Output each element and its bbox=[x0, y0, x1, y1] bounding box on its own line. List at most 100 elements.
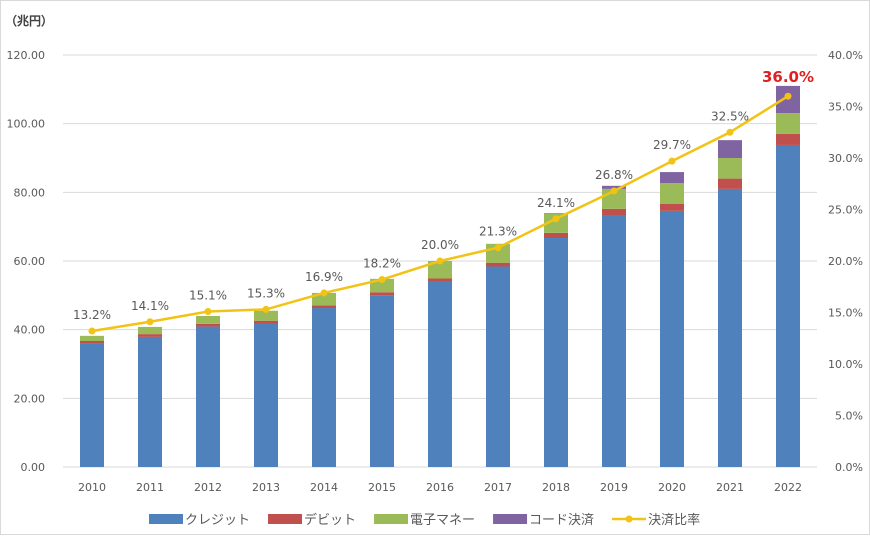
bar-segment bbox=[660, 172, 684, 184]
bar-segment bbox=[138, 336, 162, 467]
y-right-tick-label: 40.0% bbox=[828, 49, 863, 62]
bar-segment bbox=[544, 237, 568, 467]
x-tick-label: 2022 bbox=[774, 481, 802, 494]
bar-segment bbox=[544, 213, 568, 214]
x-tick-label: 2011 bbox=[136, 481, 164, 494]
legend-label: 電子マネー bbox=[410, 513, 475, 528]
bar-segment bbox=[602, 214, 626, 467]
ratio-point bbox=[668, 157, 676, 165]
legend-swatch bbox=[374, 514, 409, 524]
ratio-point bbox=[494, 244, 502, 252]
bar-segment bbox=[254, 310, 278, 321]
bar-segment bbox=[718, 188, 742, 467]
bar-segment bbox=[544, 213, 568, 233]
bar-segment bbox=[370, 295, 394, 467]
bar-segment bbox=[254, 323, 278, 467]
y-left-tick-label: 80.00 bbox=[14, 186, 46, 199]
bar-segment bbox=[602, 208, 626, 215]
bar-segment bbox=[312, 305, 336, 309]
bar-segment bbox=[660, 210, 684, 467]
ratio-data-label: 21.3% bbox=[479, 225, 517, 239]
ratio-point bbox=[320, 289, 328, 297]
bar-segment bbox=[80, 335, 104, 341]
ratio-data-label: 13.2% bbox=[73, 308, 111, 322]
y-right-tick-label: 35.0% bbox=[828, 101, 863, 114]
legend-label: 決済比率 bbox=[648, 512, 700, 528]
x-tick-label: 2019 bbox=[600, 481, 628, 494]
ratio-data-label: 36.0% bbox=[762, 68, 814, 86]
bar-segment bbox=[776, 113, 800, 134]
legend-swatch bbox=[493, 514, 528, 524]
bar-segment bbox=[602, 185, 626, 189]
ratio-data-label: 32.5% bbox=[711, 109, 749, 123]
ratio-data-label: 15.1% bbox=[189, 288, 227, 302]
x-tick-label: 2021 bbox=[716, 481, 744, 494]
bar-segment bbox=[138, 326, 162, 335]
ratio-point bbox=[146, 318, 154, 326]
bar-segment bbox=[312, 292, 336, 306]
y-right-tick-label: 25.0% bbox=[828, 204, 863, 217]
x-tick-label: 2013 bbox=[252, 481, 280, 494]
ratio-point bbox=[378, 276, 386, 284]
bar-segment bbox=[660, 183, 684, 205]
bar-segment bbox=[138, 334, 162, 337]
ratio-point bbox=[610, 187, 618, 195]
x-tick-label: 2016 bbox=[426, 481, 454, 494]
ratio-data-label: 15.3% bbox=[247, 286, 285, 300]
y-right-tick-label: 5.0% bbox=[835, 410, 863, 423]
x-tick-label: 2015 bbox=[368, 481, 396, 494]
legend-swatch bbox=[268, 514, 303, 524]
y-unit-label: （兆円） bbox=[5, 13, 53, 28]
bar-segment bbox=[428, 261, 452, 279]
y-left-tick-label: 100.00 bbox=[7, 118, 46, 131]
y-left-tick-label: 40.00 bbox=[14, 324, 46, 337]
ratio-point bbox=[262, 305, 270, 313]
x-tick-label: 2017 bbox=[484, 481, 512, 494]
bar-segment bbox=[486, 262, 510, 267]
bar-segment bbox=[254, 320, 278, 324]
ratio-point bbox=[726, 128, 734, 136]
ratio-data-label: 18.2% bbox=[363, 257, 401, 271]
ratio-data-label: 29.7% bbox=[653, 138, 691, 152]
y-left-tick-label: 20.00 bbox=[14, 392, 46, 405]
legend-label: コード決済 bbox=[529, 512, 594, 528]
legend-label: デビット bbox=[304, 512, 356, 528]
x-tick-label: 2010 bbox=[78, 481, 106, 494]
bar-segment bbox=[80, 340, 104, 344]
bar-segment bbox=[312, 308, 336, 467]
y-right-tick-label: 20.0% bbox=[828, 255, 863, 268]
bar-segment bbox=[718, 178, 742, 189]
ratio-data-label: 26.8% bbox=[595, 168, 633, 182]
ratio-point bbox=[204, 307, 212, 315]
ratio-point bbox=[436, 257, 444, 265]
y-left-tick-label: 60.00 bbox=[14, 255, 46, 268]
x-tick-label: 2014 bbox=[310, 481, 338, 494]
bar-segment bbox=[370, 292, 394, 296]
bar-segment bbox=[428, 278, 452, 282]
y-left-tick-label: 120.00 bbox=[7, 49, 46, 62]
x-tick-label: 2018 bbox=[542, 481, 570, 494]
bar-segment bbox=[80, 343, 104, 467]
bar-segment bbox=[776, 133, 800, 145]
ratio-data-label: 20.0% bbox=[421, 238, 459, 252]
ratio-point bbox=[88, 327, 96, 335]
y-right-tick-label: 30.0% bbox=[828, 152, 863, 165]
bar-segment bbox=[660, 204, 684, 211]
ratio-point bbox=[552, 215, 560, 223]
bar-segment bbox=[196, 315, 220, 324]
legend-label: クレジット bbox=[185, 513, 250, 528]
legend-swatch bbox=[149, 514, 183, 524]
bar-segment bbox=[486, 266, 510, 467]
bar-segment bbox=[544, 232, 568, 238]
ratio-data-label: 14.1% bbox=[131, 299, 169, 313]
y-right-tick-label: 10.0% bbox=[828, 358, 863, 371]
ratio-point bbox=[784, 92, 792, 100]
bar-segment bbox=[428, 281, 452, 467]
ratio-data-label: 16.9% bbox=[305, 270, 343, 284]
legend-line-marker bbox=[625, 515, 633, 523]
x-tick-label: 2012 bbox=[194, 481, 222, 494]
x-tick-label: 2020 bbox=[658, 481, 686, 494]
bar-segment bbox=[196, 323, 220, 327]
